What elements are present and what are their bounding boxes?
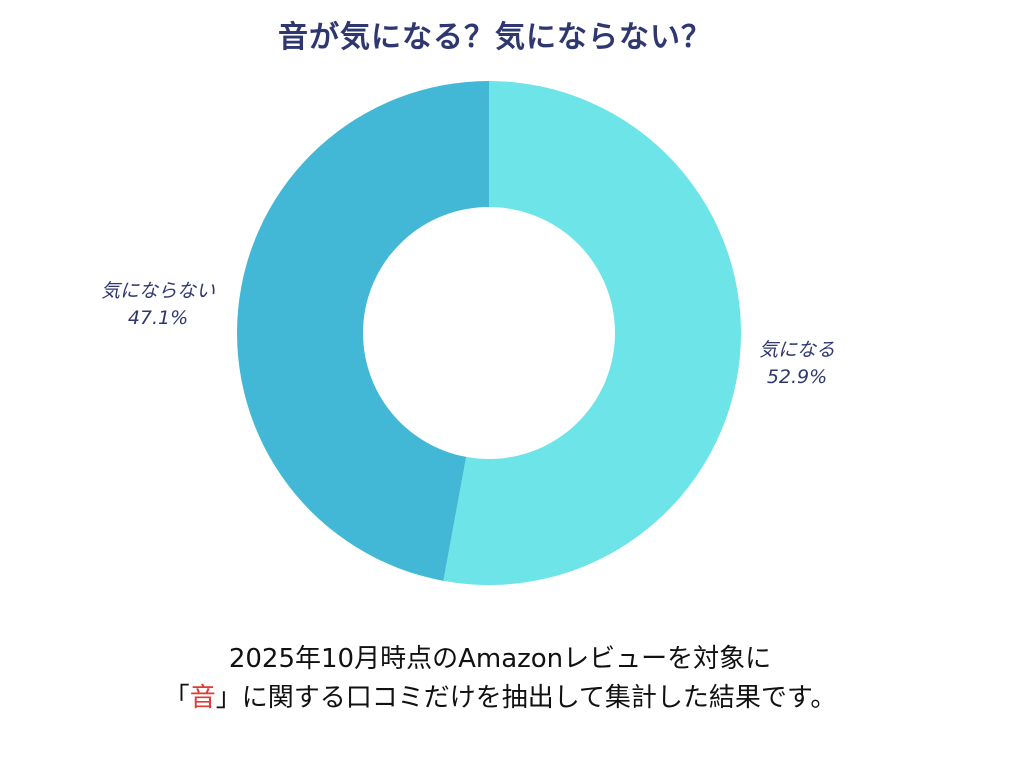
slice-label-bothered: 気になる 52.9% [722, 337, 872, 391]
slice-label-not-bothered: 気にならない 47.1% [78, 278, 238, 332]
slice-label-not-bothered-name: 気にならない [100, 280, 215, 302]
footnote-line-2-rest: 」に関する口コミだけを抽出して集計した結果です。 [215, 683, 837, 713]
footnote-line-2: 「音」に関する口コミだけを抽出して集計した結果です。 [0, 679, 1000, 718]
slice-label-not-bothered-value: 47.1% [127, 307, 189, 329]
footnote-bracket-open: 「 [163, 683, 190, 713]
slice-label-bothered-name: 気になる [758, 339, 835, 361]
chart-title: 音が気になる？気にならない？ [278, 20, 712, 55]
donut-slice-not-bothered [236, 81, 489, 581]
footnote: 2025年10月時点のAmazonレビューを対象に 「音」に関する口コミだけを抽… [0, 640, 1000, 718]
slice-label-bothered-value: 52.9% [766, 366, 828, 388]
footnote-line-1: 2025年10月時点のAmazonレビューを対象に [228, 644, 772, 674]
donut-slice-bothered [443, 81, 741, 585]
footnote-highlight: 音 [189, 683, 216, 713]
